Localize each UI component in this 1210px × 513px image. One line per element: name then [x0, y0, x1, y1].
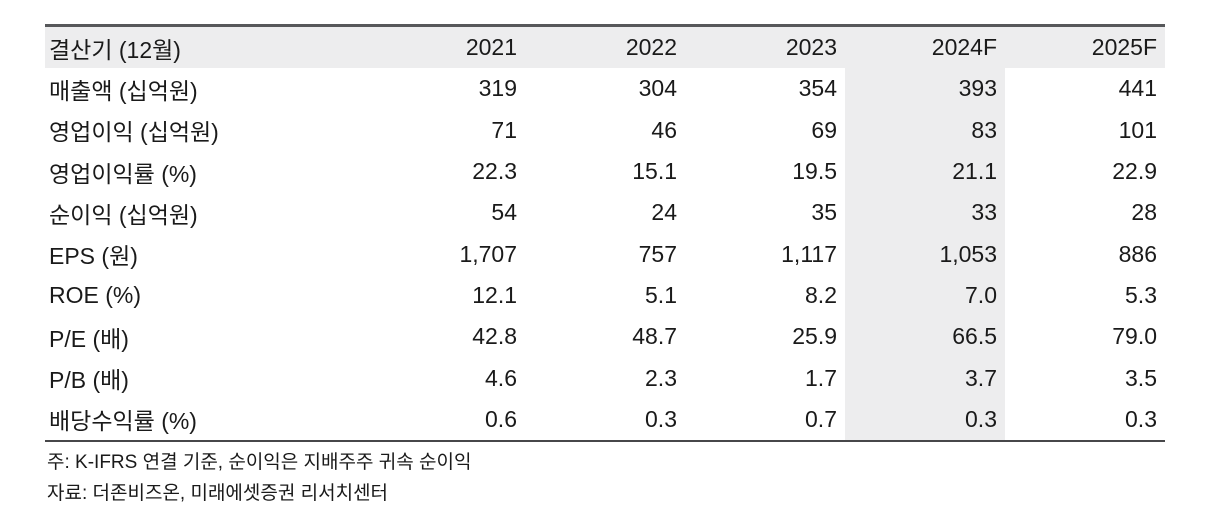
cell-value: 35: [811, 199, 837, 226]
row-label: 영업이익률 (%): [49, 160, 197, 187]
cell-value: 2.3: [645, 364, 677, 391]
footnote-source: 자료: 더존비즈온, 미래에셋증권 리서치센터: [47, 483, 389, 504]
cell-value: 1.7: [805, 364, 837, 391]
cell-value: 79.0: [1112, 323, 1157, 350]
row-label: 영업이익 (십억원): [49, 119, 219, 146]
column-header-2024f: 2024F: [845, 25, 1005, 69]
column-header-2025f: 2025F: [1005, 25, 1165, 69]
cell-value: 15.1: [632, 158, 677, 185]
cell-value: 24: [651, 199, 677, 226]
table-row-net-profit: 순이익 (십억원) 54 24 35 33 28: [45, 192, 1165, 234]
cell-value: 22.3: [472, 158, 517, 185]
cell-value: 757: [638, 240, 677, 267]
cell-value: 4.6: [485, 364, 517, 391]
column-header-2023: 2023: [685, 25, 845, 69]
cell-value: 54: [491, 199, 517, 226]
column-header-fiscal-period: 결산기 (12월): [45, 25, 365, 69]
cell-value: 25.9: [792, 323, 837, 350]
cell-value: 0.7: [805, 405, 837, 432]
cell-value-forecast: 3.7: [845, 357, 1005, 399]
cell-value-forecast: 33: [845, 192, 1005, 234]
cell-value: 8.2: [805, 281, 837, 308]
cell-value: 12.1: [472, 281, 517, 308]
cell-value: 19.5: [792, 158, 837, 185]
footnote-basis: 주: K-IFRS 연결 기준, 순이익은 지배주주 귀속 순이익: [47, 452, 472, 473]
table-row-pe: P/E (배) 42.8 48.7 25.9 66.5 79.0: [45, 316, 1165, 358]
table-row-operating-profit: 영업이익 (십억원) 71 46 69 83 101: [45, 109, 1165, 151]
row-label: EPS (원): [49, 243, 138, 270]
cell-value-forecast: 83: [845, 109, 1005, 151]
cell-value: 101: [1118, 116, 1157, 143]
column-header-2022: 2022: [525, 25, 685, 69]
cell-value-forecast: 1,053: [845, 233, 1005, 275]
cell-value: 5.1: [645, 281, 677, 308]
cell-value: 304: [638, 75, 677, 102]
table-row-pb: P/B (배) 4.6 2.3 1.7 3.7 3.5: [45, 357, 1165, 399]
row-label: P/E (배): [49, 325, 129, 352]
cell-value: 22.9: [1112, 158, 1157, 185]
cell-value: 0.3: [1125, 405, 1157, 432]
column-header-2021: 2021: [365, 25, 525, 69]
cell-value: 42.8: [472, 323, 517, 350]
cell-value: 5.3: [1125, 281, 1157, 308]
table-row-dividend-yield: 배당수익률 (%) 0.6 0.3 0.7 0.3 0.3: [45, 398, 1165, 441]
cell-value: 69: [811, 116, 837, 143]
cell-value: 1,117: [781, 240, 837, 267]
cell-value-forecast: 7.0: [845, 274, 1005, 317]
cell-value: 354: [798, 75, 837, 102]
cell-value-forecast: 0.3: [845, 398, 1005, 441]
cell-value-forecast: 21.1: [845, 150, 1005, 193]
cell-value-forecast: 393: [845, 68, 1005, 110]
cell-value: 0.6: [485, 405, 517, 432]
table-footnotes: 주: K-IFRS 연결 기준, 순이익은 지배주주 귀속 순이익 자료: 더존…: [47, 447, 471, 509]
row-label: 배당수익률 (%): [49, 408, 197, 435]
cell-value: 441: [1118, 75, 1157, 102]
cell-value: 71: [491, 116, 517, 143]
row-label: 순이익 (십억원): [49, 201, 198, 228]
cell-value: 46: [651, 116, 677, 143]
row-label: 매출액 (십억원): [49, 77, 198, 104]
cell-value: 1,707: [459, 240, 517, 267]
cell-value: 0.3: [645, 405, 677, 432]
table-row-roe: ROE (%) 12.1 5.1 8.2 7.0 5.3: [45, 274, 1165, 317]
cell-value: 48.7: [632, 323, 677, 350]
cell-value: 886: [1118, 240, 1157, 267]
row-label: ROE (%): [49, 281, 141, 308]
table-header-row: 결산기 (12월) 2021 2022 2023 2024F 2025F: [45, 25, 1165, 69]
table-row-revenue: 매출액 (십억원) 319 304 354 393 441: [45, 68, 1165, 110]
cell-value: 28: [1131, 199, 1157, 226]
cell-value: 319: [478, 75, 517, 102]
table-row-operating-margin: 영업이익률 (%) 22.3 15.1 19.5 21.1 22.9: [45, 150, 1165, 193]
cell-value-forecast: 66.5: [845, 316, 1005, 358]
financial-summary-table: 결산기 (12월) 2021 2022 2023 2024F 2025F 매출액…: [45, 24, 1165, 442]
row-label: P/B (배): [49, 367, 129, 394]
table-row-eps: EPS (원) 1,707 757 1,117 1,053 886: [45, 233, 1165, 275]
cell-value: 3.5: [1125, 364, 1157, 391]
